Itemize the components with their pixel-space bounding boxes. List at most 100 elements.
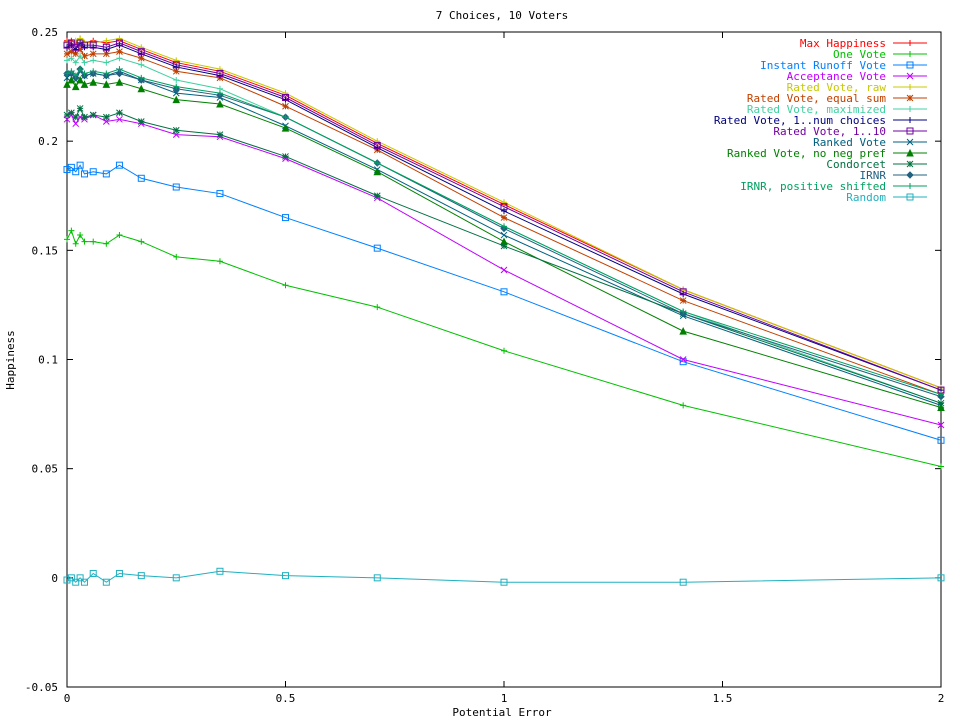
data-point xyxy=(679,358,687,366)
data-point xyxy=(938,391,944,398)
data-point xyxy=(72,240,79,247)
data-point xyxy=(81,59,88,66)
data-point xyxy=(81,70,88,77)
data-point xyxy=(138,44,145,51)
data-point xyxy=(63,80,71,88)
data-point xyxy=(373,192,381,200)
data-point xyxy=(282,572,289,580)
legend-marker xyxy=(906,171,914,179)
data-point xyxy=(77,66,84,73)
legend-entry: Ranked Vote, no neg pref xyxy=(727,147,927,160)
data-point xyxy=(80,578,88,586)
legend-entry: Ranked Vote xyxy=(813,136,927,149)
data-point xyxy=(68,109,75,117)
data-point xyxy=(937,574,945,582)
legend-entry: Rated Vote, raw xyxy=(787,81,927,94)
data-point xyxy=(90,68,97,75)
legend-entry: Condorcet xyxy=(826,158,927,171)
y-axis-label: Happiness xyxy=(4,330,17,390)
data-point xyxy=(373,574,381,582)
data-point xyxy=(116,66,123,73)
data-point xyxy=(116,35,123,42)
x-axis-ticks: 0 0.5 1 1.5 2 xyxy=(64,32,944,705)
data-point xyxy=(137,48,145,56)
data-point xyxy=(63,166,71,174)
data-point xyxy=(102,578,110,586)
data-point xyxy=(89,111,97,119)
x-tick-label: 0.5 xyxy=(276,692,296,705)
legend-label: Rated Vote, equal sum xyxy=(747,92,886,105)
legend-marker xyxy=(907,84,913,90)
data-point xyxy=(81,113,88,121)
data-point xyxy=(64,44,70,51)
data-point xyxy=(937,436,945,444)
data-point xyxy=(102,170,110,178)
series-line xyxy=(66,570,942,583)
legend-label: Rated Vote, 1..10 xyxy=(773,125,886,138)
legend-entry: Max Happiness xyxy=(800,37,927,50)
data-point xyxy=(64,70,70,77)
data-point xyxy=(172,95,181,104)
y-tick-label: 0.05 xyxy=(32,463,59,476)
legend-label: Ranked Vote, no neg pref xyxy=(727,147,886,160)
data-point xyxy=(116,115,123,123)
data-point xyxy=(501,347,507,354)
data-point xyxy=(173,57,180,64)
data-point xyxy=(71,82,80,91)
data-point xyxy=(172,67,180,75)
data-point xyxy=(76,39,84,47)
data-point xyxy=(680,308,687,315)
data-point xyxy=(500,578,508,586)
series-line xyxy=(66,107,942,404)
legend-label: Rated Vote, raw xyxy=(787,81,887,94)
series-line xyxy=(66,114,942,426)
data-point xyxy=(116,48,123,56)
data-point xyxy=(90,57,97,64)
data-point xyxy=(680,402,687,409)
data-point xyxy=(67,75,76,84)
data-point xyxy=(172,574,180,582)
data-point xyxy=(216,69,224,77)
data-point xyxy=(501,199,507,206)
data-point xyxy=(173,253,180,260)
series-line xyxy=(67,68,942,398)
legend-label: Random xyxy=(846,191,886,204)
data-point xyxy=(67,163,75,171)
legend-entry: Random xyxy=(846,191,927,204)
data-point xyxy=(89,41,97,49)
legend-marker xyxy=(906,61,914,69)
data-point xyxy=(116,55,123,62)
data-point xyxy=(115,69,124,78)
data-point xyxy=(679,356,687,363)
data-point xyxy=(216,90,223,97)
data-point xyxy=(282,282,289,289)
data-point xyxy=(89,168,97,176)
data-point xyxy=(282,114,289,121)
data-point xyxy=(72,168,80,176)
data-point xyxy=(216,190,224,198)
y-tick-label: 0.2 xyxy=(38,135,58,148)
chart-title: 7 Choices, 10 Voters xyxy=(436,9,568,22)
data-point xyxy=(172,126,180,134)
legend-label: Rated Vote, maximized xyxy=(747,103,886,116)
data-point xyxy=(64,57,70,64)
series-irnr-positive-shifted xyxy=(64,66,944,398)
data-point xyxy=(72,578,80,586)
data-point xyxy=(72,72,79,79)
data-point xyxy=(76,574,84,582)
data-point xyxy=(81,52,88,60)
data-point xyxy=(89,569,97,577)
data-point xyxy=(115,161,123,169)
data-point xyxy=(68,227,75,234)
legend-marker xyxy=(907,106,913,112)
series-layer xyxy=(63,35,945,586)
data-point xyxy=(216,99,224,108)
series-line xyxy=(66,229,942,467)
data-point xyxy=(500,214,508,221)
data-point xyxy=(72,59,79,66)
y-tick-label: 0.1 xyxy=(38,354,58,367)
data-point xyxy=(937,399,945,407)
series-line xyxy=(66,42,942,391)
legend-entry: Instant Runoff Vote xyxy=(760,59,927,72)
